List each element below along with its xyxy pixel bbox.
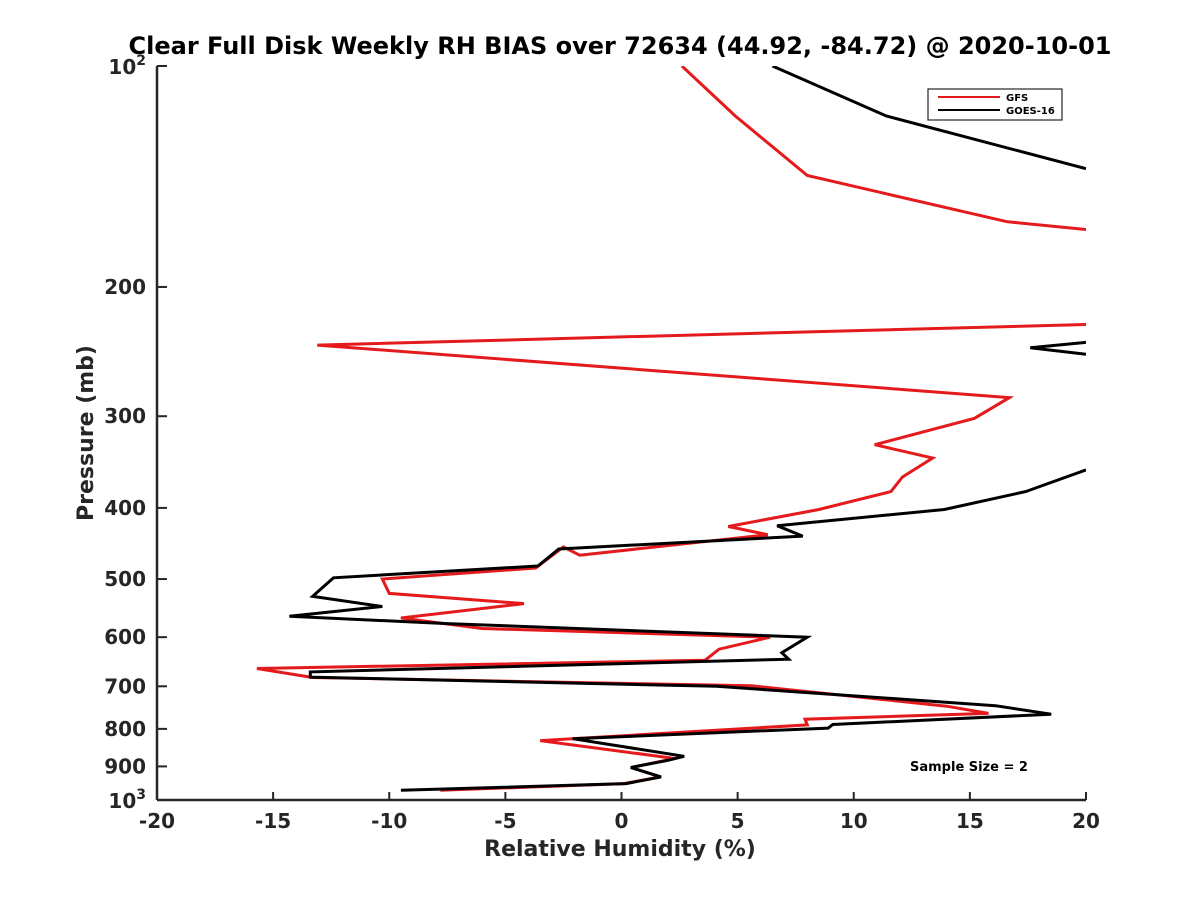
series-line-goes-16 [289,66,1086,792]
axes [155,66,1086,802]
x-tick-label: -5 [494,809,516,833]
y-axis-label: Pressure (mb) [74,345,99,521]
y-tick-label: 400 [104,496,146,520]
x-tick-label: -10 [371,809,407,833]
chart-title: Clear Full Disk Weekly RH BIAS over 7263… [129,32,1112,60]
y-tick-label: 600 [104,625,146,649]
sample-size-annotation: Sample Size = 2 [910,760,1028,775]
y-tick-label: 300 [104,404,146,428]
series-group [256,66,1086,792]
y-tick-label: 900 [104,754,146,778]
x-tick-label: 20 [1072,809,1100,833]
x-tick-label: 15 [956,809,984,833]
legend-box [927,88,1063,121]
y-tick-label: 800 [104,717,146,741]
series-line-gfs [256,66,1086,792]
y-ticks: 200 300 400 500 600 700 800 900 [104,65,167,801]
y-tick-label: 700 [104,674,146,698]
x-tick-label: 10 [840,809,868,833]
x-tick-label: -20 [139,809,175,833]
legend-label-gfs: GFS [1006,93,1028,104]
legend: GFS GOES-16 [927,88,1063,121]
x-tick-label: 5 [731,809,745,833]
y-tick-label: 500 [104,567,146,591]
x-axis-label: Relative Humidity (%) [484,837,756,862]
y-tick-top-label: 102 [108,53,146,79]
x-ticks: -20 -15 -10 -5 0 5 10 15 20 [139,792,1100,833]
x-tick-label: 0 [615,809,629,833]
x-tick-label: -15 [255,809,291,833]
y-tick-bottom-label: 103 [108,787,146,813]
legend-label-goes16: GOES-16 [1006,106,1055,117]
y-tick-label: 200 [104,275,146,299]
